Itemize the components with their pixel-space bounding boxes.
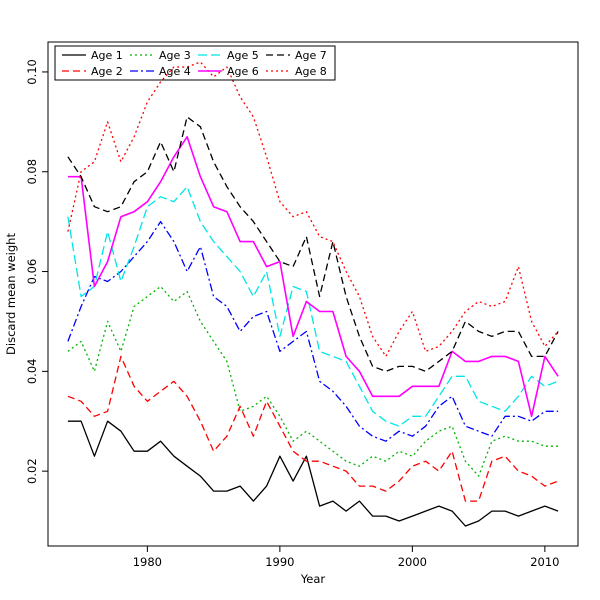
x-tick-label: 1990: [265, 555, 294, 569]
y-tick-label: 0.08: [25, 159, 39, 185]
legend-box: [54, 45, 336, 81]
legend-label-age-6: Age 6: [227, 65, 259, 78]
y-tick-label: 0.02: [25, 458, 39, 484]
x-axis-title: Year: [300, 572, 326, 586]
y-tick-label: 0.04: [25, 359, 39, 385]
legend-label-age-1: Age 1: [91, 49, 123, 62]
series-line-age-6: [67, 136, 559, 418]
y-tick-label: 0.06: [25, 259, 39, 285]
legend-label-age-3: Age 3: [159, 49, 191, 62]
plot-box: [47, 41, 579, 547]
series-line-age-5: [67, 186, 559, 427]
series-line-age-2: [67, 355, 559, 502]
legend-label-age-8: Age 8: [295, 65, 327, 78]
series-line-age-1: [67, 420, 559, 527]
series-line-age-7: [67, 116, 559, 372]
legend-label-age-4: Age 4: [159, 65, 191, 78]
series-line-age-3: [67, 285, 559, 477]
series-line-age-8: [67, 61, 559, 358]
legend: Age 1 Age 2 Age 3 Age 4 Age 5 Age 6 Age 7 Age 8: [54, 45, 336, 81]
legend-label-age-2: Age 2: [91, 65, 123, 78]
legend-label-age-5: Age 5: [227, 49, 259, 62]
x-tick-label: 2010: [530, 555, 559, 569]
x-tick-label: 1980: [133, 555, 162, 569]
x-tick-label: 2000: [398, 555, 427, 569]
series-line-age-4: [67, 220, 559, 442]
y-tick-label: 0.10: [25, 59, 39, 85]
legend-label-age-7: Age 7: [295, 49, 327, 62]
y-axis-title: Discard mean weight: [4, 233, 18, 355]
